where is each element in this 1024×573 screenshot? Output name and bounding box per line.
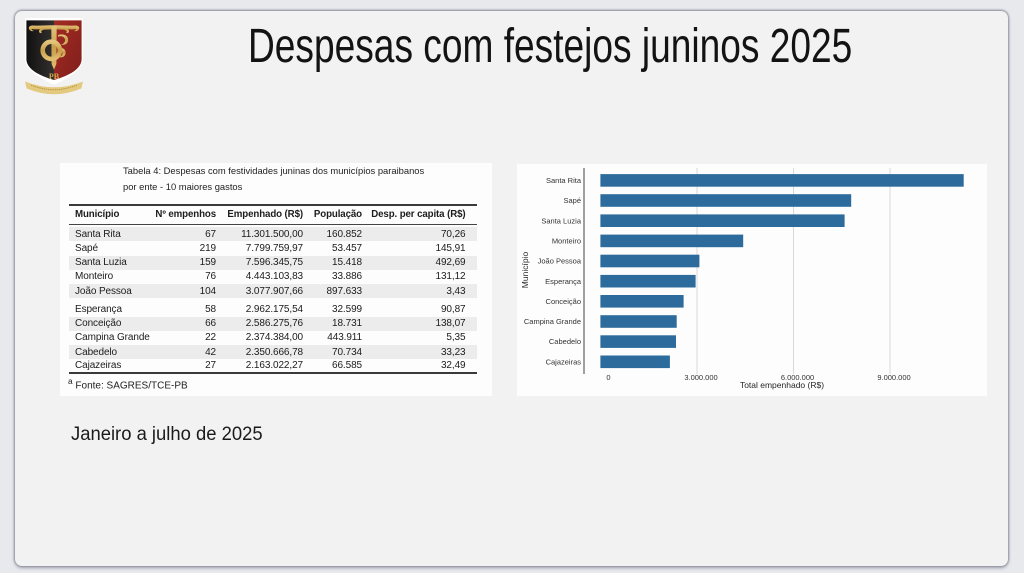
svg-text:6.000.000: 6.000.000 (781, 373, 814, 382)
svg-text:Conceição: Conceição (546, 297, 581, 306)
svg-text:3.000.000: 3.000.000 (684, 373, 717, 382)
svg-text:0: 0 (606, 373, 610, 382)
svg-text:9.000.000: 9.000.000 (877, 373, 910, 382)
svg-text:João Pessoa: João Pessoa (538, 257, 582, 266)
svg-text:Santa Rita: Santa Rita (546, 176, 582, 185)
svg-text:Cajazeiras: Cajazeiras (546, 357, 582, 366)
svg-text:Município: Município (520, 252, 530, 289)
svg-text:Total empenhado (R$): Total empenhado (R$) (740, 380, 824, 390)
svg-text:Campina Grande: Campina Grande (524, 317, 581, 326)
svg-text:Cabedelo: Cabedelo (549, 337, 581, 346)
svg-text:Esperança: Esperança (545, 277, 582, 286)
svg-text:Sapé: Sapé (563, 196, 581, 205)
svg-text:Monteiro: Monteiro (552, 237, 581, 246)
svg-text:PB: PB (49, 72, 60, 81)
svg-text:Santa Luzia: Santa Luzia (541, 216, 581, 225)
